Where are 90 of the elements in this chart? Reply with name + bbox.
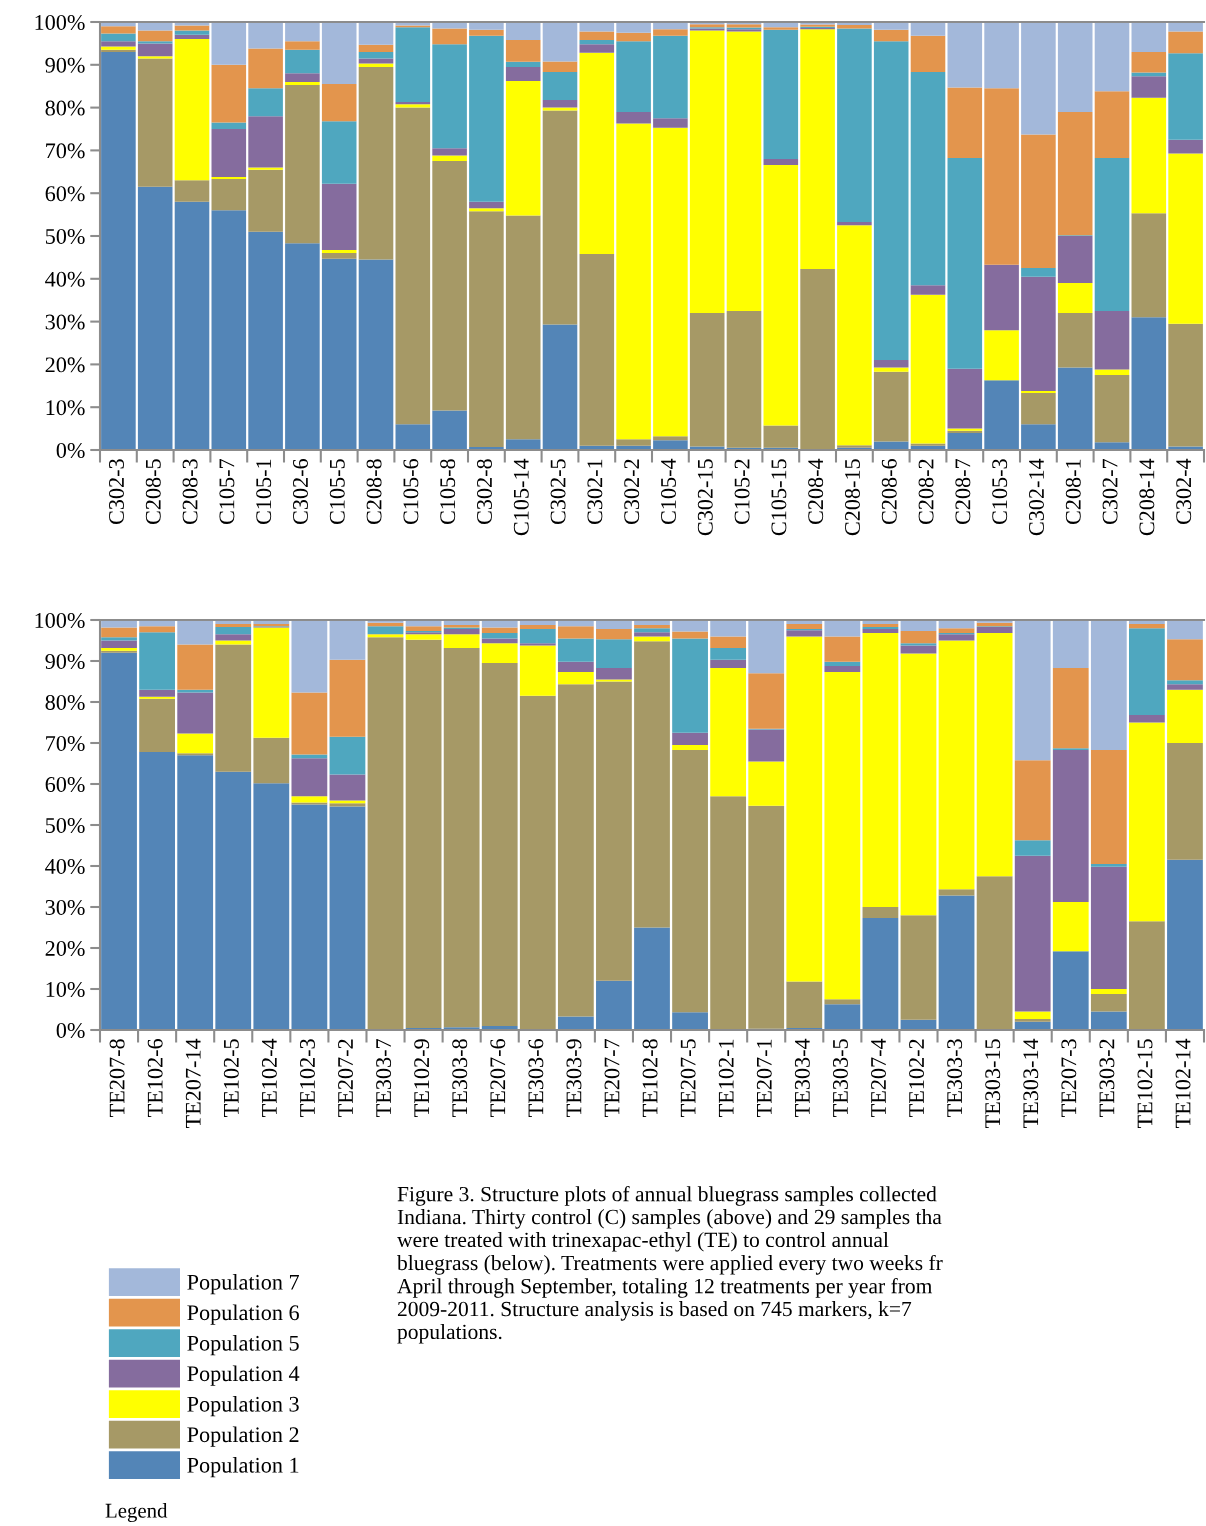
x-tick-label: C208-2 (918, 459, 934, 525)
x-tick-label: C302-6 (292, 459, 308, 525)
y-tick-label: 90% (45, 57, 85, 73)
x-tick-label: C105-1 (256, 459, 272, 525)
y-tick-label: 70% (46, 735, 85, 751)
y-tick-label: 90% (45, 653, 85, 669)
x-tick-label: TE102-2 (909, 1039, 925, 1117)
x-tick-label: TE303-7 (376, 1038, 392, 1117)
y-tick-label: 50% (45, 817, 85, 833)
y-tick-label: 20% (45, 940, 85, 956)
y-tick-label: 100% (35, 14, 85, 30)
x-tick-label: C302-15 (697, 459, 713, 536)
x-tick-label: TE303-14 (1023, 1038, 1039, 1129)
x-tick-label: TE102-5 (223, 1039, 239, 1117)
x-tick-label: TE102-15 (1137, 1039, 1153, 1129)
x-tick-label: C208-14 (1139, 458, 1155, 536)
y-tick-label: 30% (45, 314, 85, 330)
legend-label: Population 4 (187, 1365, 300, 1386)
legend-label: Population 2 (187, 1426, 299, 1447)
y-tick-label: 60% (45, 186, 85, 202)
x-tick-label: TE303-3 (947, 1039, 963, 1117)
legend-label: Population 1 (187, 1457, 299, 1478)
x-tick-label: C208-1 (1065, 459, 1081, 525)
y-tick-label: 0% (56, 442, 85, 458)
x-tick-label: C105-7 (219, 458, 235, 525)
y-tick-label: 70% (46, 143, 85, 159)
x-tick-label: TE102-14 (1175, 1038, 1191, 1129)
x-tick-label: TE207-4 (870, 1038, 886, 1117)
x-tick-label: C105-5 (329, 459, 345, 525)
x-tick-label: C105-4 (660, 458, 676, 525)
x-tick-label: C302-3 (108, 459, 124, 525)
caption: Figure 3. Structure plots of annual bluegrass samples collected Indiana. Thirty control (C) samples (above) and 29 samples tha were treated with trinexapac-ethyl (TE) to control annual bluegrass (below). Treatments were applied every two weeks fr April through September, totaling 12 treatments per year from 2009-2011. Structure analysis is based on 745 markers, k=7 populations. (397, 1186, 943, 1344)
y-tick-label: 10% (46, 981, 85, 997)
x-tick-label: TE303-5 (832, 1039, 848, 1117)
y-tick-label: 60% (45, 776, 85, 792)
x-tick-label: TE207-2 (338, 1039, 354, 1117)
x-tick-label: TE102-8 (642, 1039, 658, 1117)
x-tick-label: TE102-4 (261, 1038, 277, 1117)
x-tick-label: C302-2 (624, 459, 640, 525)
y-tick-label: 50% (45, 228, 85, 244)
y-tick-label: 40% (45, 858, 85, 874)
x-tick-label: C208-7 (955, 458, 971, 525)
x-tick-label: TE207-14 (185, 1038, 201, 1129)
x-tick-label: C302-4 (1176, 458, 1192, 525)
x-tick-label: C302-5 (550, 459, 566, 525)
x-tick-label: C105-15 (771, 459, 787, 536)
legend-title: Legend (105, 1503, 168, 1522)
x-tick-label: TE102-9 (414, 1039, 430, 1117)
x-tick-label: TE207-8 (109, 1039, 125, 1117)
x-tick-label: TE207-3 (1061, 1039, 1077, 1117)
x-tick-label: TE303-2 (1099, 1039, 1115, 1117)
x-tick-label: TE207-1 (756, 1039, 772, 1117)
y-tick-label: 20% (45, 357, 85, 373)
x-tick-label: TE207-7 (604, 1038, 620, 1117)
y-tick-label: 80% (45, 100, 85, 116)
x-tick-label: C208-4 (808, 458, 824, 525)
x-tick-label: TE102-3 (299, 1039, 315, 1117)
y-tick-label: 40% (45, 271, 85, 287)
x-tick-label: C105-8 (440, 459, 456, 525)
x-tick-label: C105-6 (403, 459, 419, 525)
x-tick-label: C105-3 (992, 459, 1008, 525)
legend-label: Population 7 (187, 1274, 299, 1295)
y-tick-label: 10% (46, 400, 85, 416)
x-tick-label: TE207-5 (680, 1039, 696, 1117)
x-tick-label: C302-8 (476, 459, 492, 525)
x-tick-label: TE303-8 (452, 1039, 468, 1117)
x-tick-label: C105-2 (734, 459, 750, 525)
x-tick-label: C302-14 (1028, 458, 1044, 536)
legend-label: Population 6 (187, 1304, 299, 1325)
y-tick-label: 30% (45, 899, 85, 915)
x-tick-label: C208-5 (145, 459, 161, 525)
x-tick-label: TE303-15 (985, 1039, 1001, 1129)
x-tick-label: TE303-9 (566, 1039, 582, 1117)
y-tick-label: 80% (45, 694, 85, 710)
x-tick-label: TE207-6 (490, 1038, 506, 1117)
y-tick-label: 0% (56, 1022, 85, 1038)
x-tick-label: C105-14 (513, 458, 529, 536)
legend-label: Population 3 (187, 1396, 299, 1417)
y-tick-label: 100% (35, 612, 85, 628)
x-tick-label: C208-15 (844, 459, 860, 536)
x-tick-label: C208-3 (182, 459, 198, 525)
x-tick-label: C302-1 (587, 459, 603, 525)
x-tick-label: TE303-4 (794, 1038, 810, 1117)
legend-label: Population 5 (187, 1335, 299, 1356)
x-tick-label: C208-6 (881, 459, 897, 525)
x-tick-label: TE303-6 (528, 1038, 544, 1117)
x-tick-label: TE102-1 (718, 1039, 734, 1117)
x-tick-label: C302-7 (1102, 458, 1118, 525)
x-tick-label: C208-8 (366, 459, 382, 525)
x-tick-label: TE102-6 (147, 1038, 163, 1117)
